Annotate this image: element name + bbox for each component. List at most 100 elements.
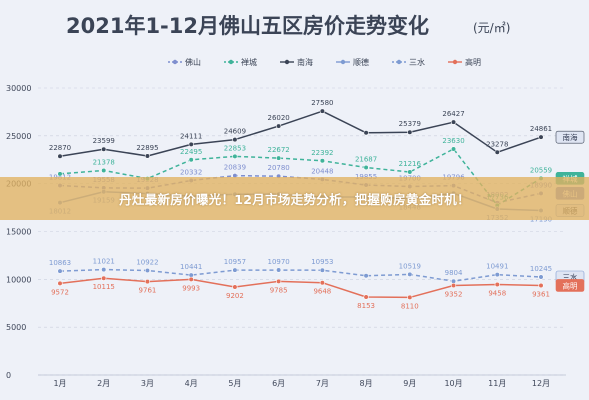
- data-point: [276, 123, 282, 129]
- series-line: [59, 277, 542, 299]
- data-label: 10245: [530, 265, 552, 273]
- data-label: 21216: [399, 160, 422, 168]
- data-point: [188, 141, 194, 147]
- y-axis: 300002500020000150001000050000: [6, 84, 31, 380]
- data-label: 27580: [311, 99, 333, 107]
- data-point: [363, 273, 369, 279]
- data-label: 10519: [399, 262, 421, 270]
- x-tick-label: 10月: [444, 379, 462, 388]
- data-label: 9648: [313, 288, 331, 296]
- headline-text: 丹灶最新房价曝光！12月市场走势分析，把握购房黄金时机！: [119, 192, 470, 207]
- end-tag-box: [555, 130, 585, 144]
- x-tick-label: 12月: [532, 379, 550, 388]
- data-label: 10953: [311, 258, 333, 266]
- data-point: [450, 278, 457, 284]
- series-line: [59, 110, 542, 157]
- end-tag-label: 南海: [563, 132, 578, 142]
- data-point: [538, 134, 544, 140]
- legend-marker: [340, 59, 346, 65]
- data-label: 21378: [93, 158, 115, 166]
- data-point: [57, 280, 63, 287]
- data-point: [188, 272, 194, 278]
- data-point: [144, 279, 151, 285]
- data-point: [450, 282, 457, 289]
- y-tick-label: 10000: [6, 275, 31, 284]
- data-label: 9804: [445, 269, 463, 277]
- data-point: [57, 153, 63, 159]
- x-tick-label: 3月: [141, 379, 154, 388]
- data-label: 9572: [51, 288, 69, 296]
- data-point: [101, 167, 107, 174]
- data-label: 9785: [270, 286, 288, 294]
- end-tag-label: 三水: [563, 272, 578, 282]
- x-tick-label: 1月: [53, 379, 66, 388]
- data-point: [144, 153, 151, 159]
- x-tick-label: 11月: [488, 379, 506, 388]
- data-label: 10115: [93, 283, 115, 291]
- data-label: 24609: [224, 128, 246, 136]
- x-tick-label: 5月: [228, 379, 241, 388]
- y-tick-label: 5000: [6, 323, 26, 332]
- data-label: 9761: [139, 287, 157, 295]
- chart-unit: (元/㎡): [473, 21, 510, 35]
- legend-item: 禅城: [224, 57, 257, 67]
- data-point: [363, 130, 369, 136]
- data-point: [538, 282, 544, 289]
- y-tick-label: 15000: [6, 228, 31, 237]
- data-point: [319, 108, 325, 114]
- legend-label: 三水: [409, 57, 425, 67]
- legend-label: 高明: [465, 57, 481, 67]
- data-label: 20559: [530, 166, 552, 174]
- data-point: [57, 268, 63, 274]
- x-axis: 1月 2月 3月 4月 5月 6月 7月 8月 9月 10月 11月 12月: [38, 374, 566, 388]
- headline-banner[interactable]: 丹灶最新房价曝光！12月市场走势分析，把握购房黄金时机！: [0, 177, 589, 220]
- data-label: 10957: [224, 258, 246, 266]
- data-point: [450, 146, 457, 152]
- data-label: 9993: [182, 284, 200, 292]
- data-point: [188, 276, 194, 283]
- legend-label: 禅城: [241, 57, 257, 67]
- data-label: 23278: [486, 140, 508, 148]
- y-tick-label: 25000: [6, 132, 31, 141]
- data-label: 10491: [486, 263, 508, 271]
- data-point: [494, 272, 500, 278]
- data-label: 9352: [445, 291, 463, 299]
- data-point: [319, 280, 325, 286]
- data-label: 9361: [532, 290, 550, 298]
- data-point: [407, 271, 413, 277]
- data-label: 20839: [224, 164, 246, 172]
- data-label: 24111: [180, 132, 202, 140]
- data-label: 22495: [180, 148, 202, 156]
- data-label: 8110: [401, 302, 419, 310]
- legend-item: 顺德: [336, 57, 369, 67]
- data-point: [407, 129, 413, 135]
- data-label: 8153: [357, 302, 375, 310]
- data-point: [363, 164, 369, 171]
- data-label: 25379: [399, 120, 421, 128]
- data-label: 22392: [311, 149, 333, 157]
- data-point: [407, 169, 413, 175]
- data-label: 9202: [226, 292, 244, 300]
- data-point: [276, 278, 282, 284]
- legend-item: 高明: [448, 57, 481, 67]
- data-label: 21687: [355, 156, 377, 164]
- data-point: [450, 119, 457, 125]
- chart-title: 2021年1-12月佛山五区房价走势变化: [66, 14, 429, 38]
- legend-marker: [284, 59, 290, 65]
- data-label: 20448: [311, 167, 333, 175]
- end-tag: 高明: [555, 279, 585, 292]
- data-label: 10970: [267, 258, 289, 266]
- data-label: 22895: [136, 144, 158, 152]
- series-5: 9572 10115 9761 9993 9202 9785 9648 8153 8110 935…: [51, 275, 550, 310]
- end-tag: 南海: [555, 130, 585, 144]
- data-label: 20780: [267, 164, 289, 172]
- data-point: [494, 149, 500, 155]
- data-label: 11021: [93, 258, 115, 266]
- series-4: 10863 11021 10922 10441 10957 10970 10953 10519…: [49, 258, 552, 284]
- data-point: [276, 267, 282, 273]
- data-point: [363, 294, 369, 300]
- x-tick-label: 8月: [360, 379, 373, 388]
- x-tick-label: 6月: [272, 379, 285, 388]
- legend-label: 南海: [297, 57, 313, 67]
- data-point: [144, 267, 151, 274]
